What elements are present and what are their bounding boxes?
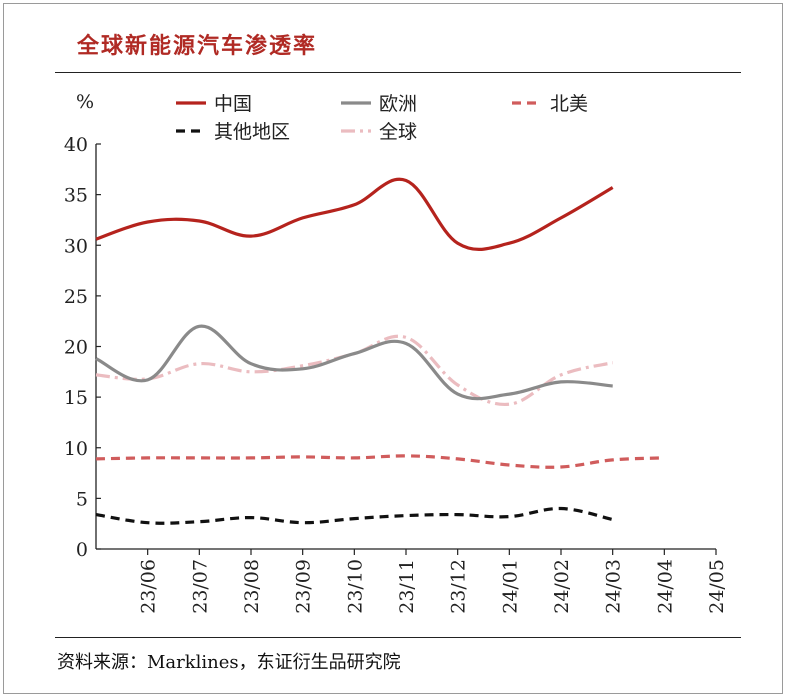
y-tick-label: 15	[64, 387, 88, 409]
y-tick-label: 5	[76, 488, 88, 510]
series-line-2	[95, 454, 665, 469]
series-line-4	[95, 334, 614, 406]
y-tick-label: 40	[64, 134, 88, 156]
y-axis-unit-label: %	[76, 91, 94, 113]
x-tick-label: 23/06	[138, 559, 160, 614]
source-note: 资料来源：Marklines，东证衍生品研究院	[57, 652, 401, 673]
y-tick-label: 10	[64, 438, 88, 460]
outer-frame	[3, 3, 783, 694]
x-tick-label: 24/04	[654, 559, 676, 614]
source-divider	[55, 637, 741, 638]
chart-title: 全球新能源汽车渗透率	[77, 33, 318, 59]
title-divider	[55, 72, 741, 73]
y-tick-label: 35	[64, 185, 88, 207]
y-tick-label: 0	[76, 539, 88, 561]
x-tick-label: 23/10	[344, 559, 366, 614]
x-tick-label: 23/07	[189, 559, 211, 614]
series-line-3	[95, 506, 614, 525]
x-tick-label: 23/09	[293, 559, 315, 614]
series-line-1	[95, 324, 613, 401]
y-tick-label: 30	[64, 235, 88, 257]
x-tick-label: 23/11	[396, 559, 418, 614]
x-tick-label: 24/02	[551, 559, 573, 614]
x-tick-label: 24/01	[499, 559, 521, 614]
x-tick-label: 24/03	[603, 559, 625, 614]
x-tick-label: 23/08	[241, 559, 263, 614]
legend-label: 全球	[379, 121, 417, 143]
legend-label: 欧洲	[379, 93, 417, 115]
series-line-0	[95, 177, 614, 251]
x-tick-label: 24/05	[706, 559, 728, 614]
legend-label: 北美	[550, 93, 588, 115]
y-tick-label: 20	[64, 337, 88, 359]
y-tick-label: 25	[64, 286, 88, 308]
legend-label: 中国	[214, 93, 252, 115]
x-tick-label: 23/12	[448, 559, 470, 614]
legend-label: 其他地区	[214, 121, 290, 143]
